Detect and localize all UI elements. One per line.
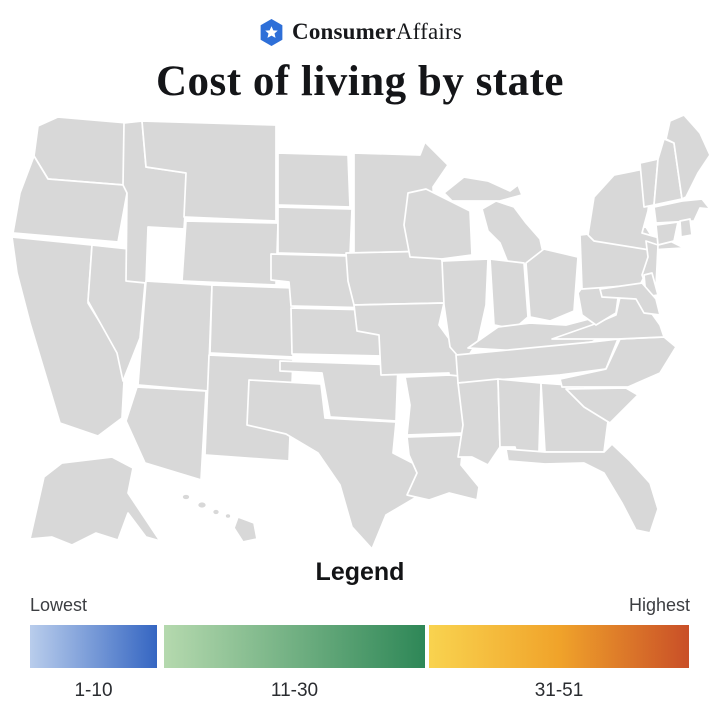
legend-bar-high	[429, 625, 689, 668]
state-sc	[565, 387, 639, 424]
state-me	[665, 114, 711, 200]
state-nc	[559, 336, 677, 388]
brand-name: ConsumerAffairs	[292, 19, 462, 45]
us-map-svg	[11, 114, 711, 550]
state-az	[125, 386, 207, 481]
legend-low-label: Lowest	[30, 595, 88, 615]
state-nd	[277, 152, 351, 208]
state-oh	[525, 248, 579, 322]
brand-name-bold: Consumer	[292, 19, 396, 44]
legend: Legend Lowest Highest 1-10 11-30 31-51	[30, 558, 690, 702]
state-fl	[505, 443, 659, 534]
brand-star-icon	[260, 18, 283, 46]
state-or	[12, 155, 128, 243]
state-wa	[33, 116, 129, 186]
brand-name-light: Affairs	[395, 19, 462, 44]
state-ms	[457, 378, 501, 466]
state-ak	[29, 456, 161, 546]
legend-title: Legend	[315, 558, 405, 586]
legend-bar-low	[30, 625, 157, 668]
legend-range-mid: 11-30	[270, 680, 319, 701]
state-mt	[141, 120, 277, 222]
state-hi	[181, 493, 258, 543]
state-ri	[679, 218, 693, 238]
state-ny	[587, 168, 685, 251]
brand-header: ConsumerAffairs	[0, 0, 720, 49]
state-co	[209, 284, 296, 358]
state-wi	[403, 188, 473, 260]
state-md	[599, 282, 661, 316]
state-ct	[655, 221, 679, 246]
state-ut	[137, 280, 213, 392]
state-sd	[277, 206, 353, 256]
state-wy	[181, 220, 279, 286]
state-il	[441, 258, 489, 364]
legend-bars: 1-10 11-30 31-51	[30, 625, 690, 702]
page-title: Cost of living by state	[155, 58, 565, 105]
state-ma	[653, 198, 711, 224]
state-tx	[246, 379, 427, 550]
legend-range-low: 1-10	[74, 680, 113, 701]
us-choropleth-map	[0, 108, 720, 556]
legend-range-high: 31-51	[534, 680, 584, 701]
legend-high-label: Highest	[628, 595, 690, 615]
state-in	[489, 258, 529, 330]
legend-bar-mid	[164, 625, 425, 668]
